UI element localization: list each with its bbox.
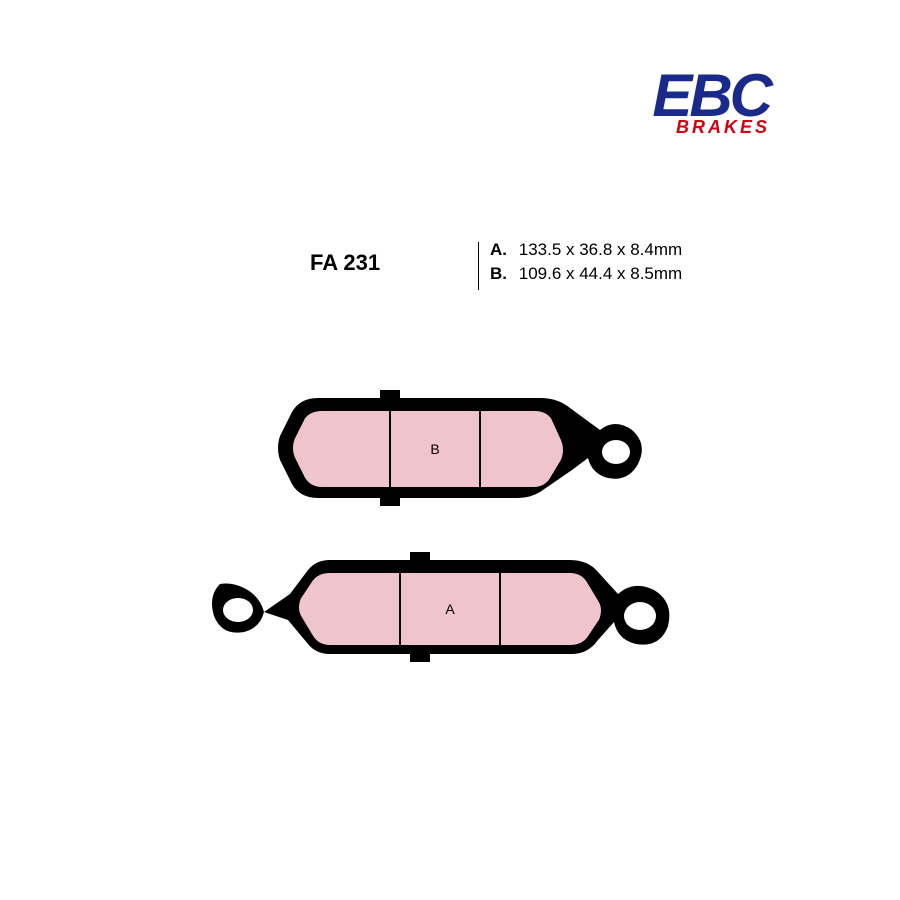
dimension-value: 109.6 x 44.4 x 8.5mm	[519, 264, 682, 283]
pad-a-label: A	[445, 601, 455, 617]
pad-b-label: B	[430, 441, 439, 457]
dimension-value: 133.5 x 36.8 x 8.4mm	[519, 240, 682, 259]
brake-pad-b: B	[240, 380, 660, 520]
dimension-row: B. 109.6 x 44.4 x 8.5mm	[490, 264, 682, 284]
pad-a-svg: A	[190, 540, 710, 680]
pad-b-svg: B	[240, 380, 660, 520]
dimensions-block: A. 133.5 x 36.8 x 8.4mm B. 109.6 x 44.4 …	[490, 240, 682, 288]
pad-a-mount-hole-right	[624, 602, 656, 630]
dimension-row: A. 133.5 x 36.8 x 8.4mm	[490, 240, 682, 260]
divider-line	[478, 242, 479, 290]
dimension-label: B.	[490, 264, 514, 284]
dimension-label: A.	[490, 240, 514, 260]
pad-b-friction	[292, 410, 564, 488]
pad-b-mount-hole	[602, 440, 630, 464]
part-number: FA 231	[310, 250, 380, 276]
brand-logo: EBC BRAKES	[652, 70, 770, 138]
brake-pad-a: A	[190, 540, 710, 680]
logo-main-text: EBC	[652, 70, 770, 121]
pad-a-mount-hole-left	[223, 598, 253, 622]
